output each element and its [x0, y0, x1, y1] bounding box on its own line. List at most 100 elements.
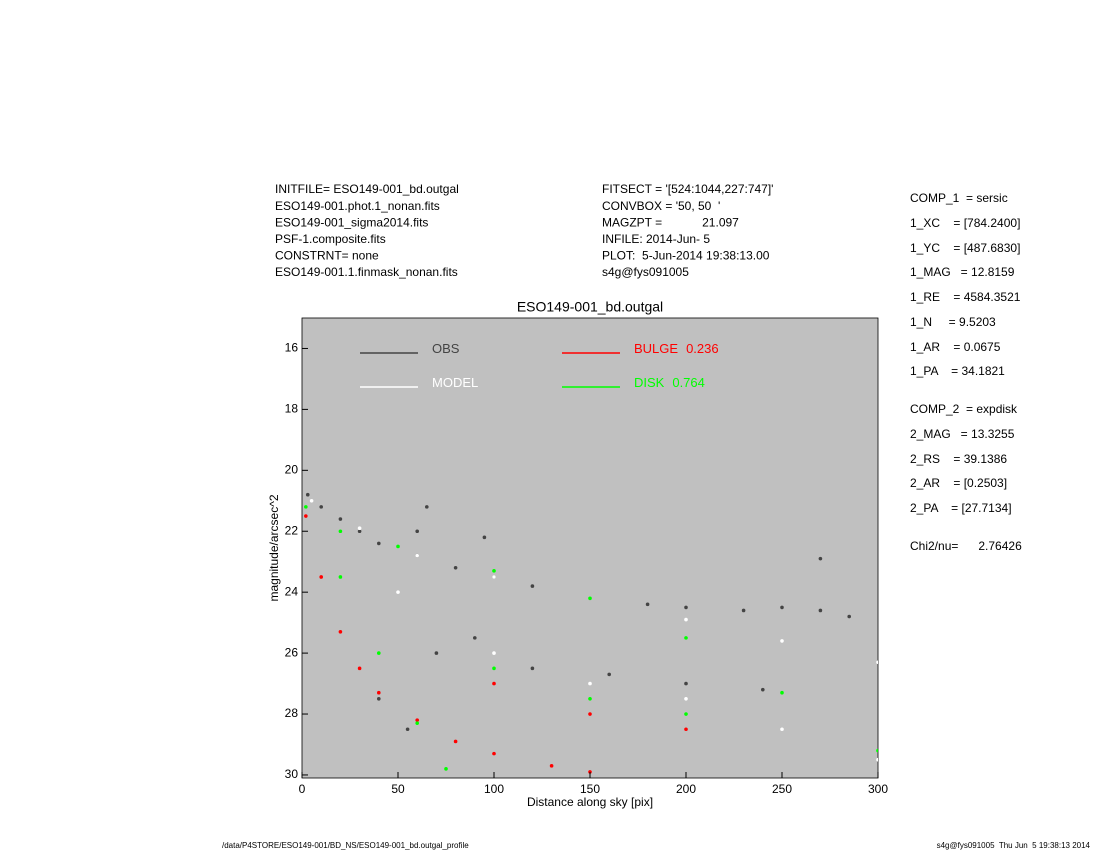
data-point [319, 505, 324, 509]
data-point [319, 575, 324, 579]
data-point [415, 721, 420, 725]
y-tick-label: 18 [285, 402, 299, 416]
x-tick-label: 250 [772, 782, 792, 796]
y-tick-label: 22 [285, 523, 299, 537]
legend-name: BULGE [634, 341, 678, 356]
data-point [305, 492, 310, 497]
data-point [434, 651, 439, 655]
data-point [761, 687, 765, 692]
footer-stamp: s4g@fys091005 Thu Jun 5 19:38:13 2014 [937, 841, 1091, 850]
x-tick-label: 50 [391, 782, 405, 796]
legend-name: MODEL [432, 375, 478, 390]
fit-parameter: 1_AR = 0.0675 [910, 340, 1001, 354]
data-point [357, 526, 362, 530]
chart-title: ESO149-001_bd.outgal [517, 299, 663, 315]
data-point [492, 681, 496, 686]
data-point [876, 660, 878, 665]
legend-label: BULGE 0.236 [634, 341, 719, 356]
data-point [588, 712, 592, 716]
footer-path: /data/P4STORE/ESO149-001/BD_NS/ESO149-00… [222, 841, 469, 850]
legend-label: DISK 0.764 [634, 375, 705, 390]
header-line: PSF-1.composite.fits [275, 232, 386, 246]
x-tick-label: 0 [299, 782, 306, 796]
data-point [530, 666, 535, 671]
y-tick-label: 26 [285, 645, 299, 659]
data-point [357, 529, 362, 534]
data-point [482, 535, 487, 540]
points [304, 492, 878, 774]
data-point [415, 529, 420, 534]
fit-parameter: Chi2/nu= 2.76426 [910, 539, 1022, 553]
x-tick-label: 150 [580, 782, 600, 796]
data-point [377, 541, 381, 546]
data-point [876, 748, 878, 753]
x-tick-label: 300 [868, 782, 888, 796]
y-tick-label: 16 [285, 341, 299, 355]
data-point [607, 672, 611, 677]
fit-parameter: 1_PA = 34.1821 [910, 364, 1005, 378]
fit-parameter: 2_PA = [27.7134] [910, 501, 1012, 515]
y-tick-label: 30 [285, 767, 299, 781]
fit-parameter: 2_AR = [0.2503] [910, 476, 1007, 490]
legend-label: OBS [432, 341, 460, 356]
fit-parameter: 1_MAG = 12.8159 [910, 265, 1015, 279]
data-point [309, 498, 314, 503]
data-point [549, 764, 554, 768]
legend-fraction: 0.236 [686, 341, 719, 356]
data-point [876, 757, 878, 762]
data-point [684, 727, 688, 732]
x-tick-label: 200 [676, 782, 696, 796]
y-tick-label: 28 [285, 706, 299, 720]
fit-parameter: 1_XC = [784.2400] [910, 216, 1020, 230]
data-point [492, 751, 496, 756]
data-point [645, 602, 650, 607]
data-point [492, 569, 496, 573]
header-line: ESO149-001.phot.1_nonan.fits [275, 199, 440, 213]
data-point [684, 636, 688, 640]
data-point [377, 651, 381, 655]
data-point [405, 727, 410, 732]
fit-parameter: COMP_2 = expdisk [910, 402, 1018, 416]
data-point [492, 651, 496, 655]
data-point [304, 505, 308, 509]
x-tick-label: 100 [484, 782, 504, 796]
data-point [818, 556, 823, 561]
legend-name: DISK [634, 375, 665, 390]
data-point [588, 596, 592, 601]
data-point [377, 696, 381, 701]
data-point [530, 584, 535, 588]
header-line: s4g@fys091005 [602, 265, 689, 279]
header-line: CONSTRNT= none [275, 249, 379, 263]
data-point [684, 617, 688, 622]
data-point [338, 517, 343, 521]
fit-parameter: 1_N = 9.5203 [910, 315, 996, 329]
data-point [588, 681, 592, 686]
y-axis-label: magnitude/arcsec^2 [267, 494, 281, 601]
fit-parameter: 2_MAG = 13.3255 [910, 427, 1015, 441]
data-point [396, 544, 400, 549]
y-tick-label: 24 [285, 584, 299, 598]
data-point [444, 767, 448, 771]
data-point [684, 605, 688, 610]
data-point [453, 566, 458, 570]
data-point [377, 690, 381, 695]
legend-fraction: 0.764 [672, 375, 705, 390]
header-line: PLOT: 5-Jun-2014 19:38:13.00 [602, 249, 770, 263]
data-point [425, 505, 429, 509]
data-point [492, 666, 496, 671]
legend-label: MODEL [432, 375, 478, 390]
data-point [415, 718, 420, 722]
data-point [684, 681, 688, 686]
data-point [357, 666, 362, 671]
header-line: ESO149-001_sigma2014.fits [275, 215, 428, 229]
data-point [780, 690, 784, 695]
header-line: FITSECT = '[524:1044,227:747]' [602, 182, 773, 196]
data-point [684, 696, 688, 701]
data-point [492, 575, 496, 579]
data-point [684, 712, 688, 716]
data-point [588, 696, 592, 701]
data-point [338, 529, 343, 534]
data-point [473, 636, 477, 640]
data-point [780, 727, 784, 732]
